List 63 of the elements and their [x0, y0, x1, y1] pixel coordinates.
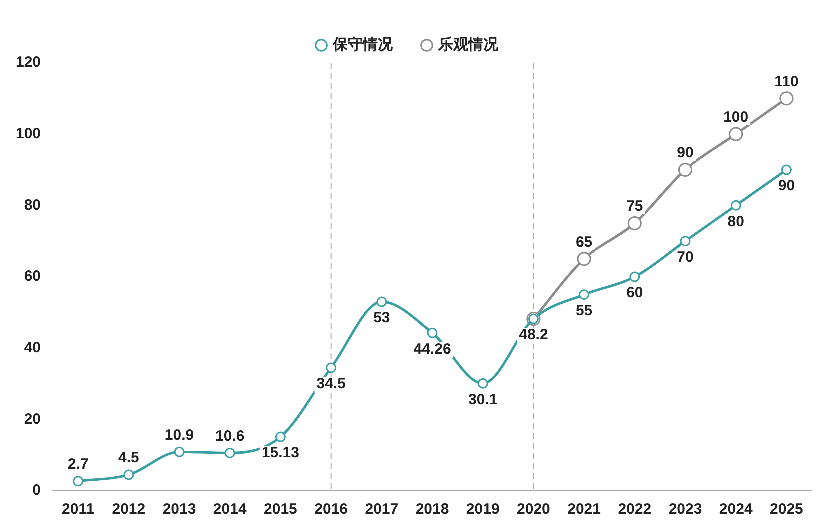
point [224, 448, 236, 458]
point [174, 446, 185, 458]
point [124, 470, 134, 480]
x-tick-label: 2016 [314, 501, 348, 518]
data-label: 90 [677, 144, 694, 162]
x-tick-label: 2015 [264, 501, 298, 518]
data-label: 34.5 [316, 376, 346, 393]
x-tick-label: 2013 [162, 501, 196, 518]
x-tick-label: 2025 [770, 501, 804, 518]
y-tick-label: 120 [16, 54, 42, 72]
data-label: 10.6 [216, 428, 245, 445]
x-tick-label: 2021 [568, 501, 601, 518]
data-label: 15.13 [262, 444, 300, 462]
data-label: 30.1 [468, 391, 498, 408]
data-label: 4.5 [118, 450, 140, 467]
data-label: 2.7 [68, 456, 89, 474]
point [326, 362, 337, 374]
data-label: 44.26 [414, 340, 452, 358]
point [680, 236, 691, 247]
data-label: 65 [576, 234, 593, 251]
data-label: 100 [724, 108, 749, 126]
data-label: 90 [778, 178, 796, 195]
data-label: 55 [576, 302, 593, 320]
x-tick-label: 2017 [365, 501, 399, 518]
x-tick-label: 2011 [62, 501, 95, 518]
x-tick-label: 2022 [618, 501, 652, 518]
legend-label: 保守情况 [332, 36, 394, 54]
point [628, 216, 642, 231]
x-tick-label: 2014 [213, 501, 248, 518]
point [577, 252, 592, 266]
data-label: 110 [774, 73, 799, 90]
point [630, 272, 640, 282]
data-label: 48.2 [519, 326, 548, 344]
point [781, 164, 792, 176]
x-tick-label: 2024 [719, 501, 754, 518]
y-tick-label: 0 [32, 482, 42, 500]
data-label: 75 [626, 198, 644, 216]
x-tick-label: 2019 [466, 501, 500, 518]
y-tick-label: 80 [24, 196, 42, 214]
point [579, 290, 590, 300]
point [729, 127, 744, 142]
data-label: 60 [626, 284, 644, 302]
y-tick-label: 100 [16, 125, 42, 142]
point [275, 432, 286, 442]
y-tick-label: 20 [24, 410, 42, 428]
x-tick-label: 2020 [517, 501, 550, 518]
point [478, 378, 488, 389]
point [678, 162, 693, 178]
y-tick-label: 40 [24, 339, 42, 356]
x-tick-label: 2012 [112, 501, 146, 518]
x-tick-label: 2023 [668, 501, 702, 518]
data-label: 80 [728, 213, 744, 230]
legend-label: 乐观情况 [438, 36, 500, 54]
x-tick-label: 2018 [416, 501, 450, 518]
point [427, 328, 438, 338]
point [730, 200, 742, 211]
point [780, 92, 794, 106]
data-label: 10.9 [164, 426, 194, 444]
data-label: 53 [374, 310, 390, 327]
data-label: 70 [677, 248, 694, 266]
point [73, 476, 84, 487]
point [376, 296, 388, 308]
y-tick-label: 60 [24, 268, 42, 286]
